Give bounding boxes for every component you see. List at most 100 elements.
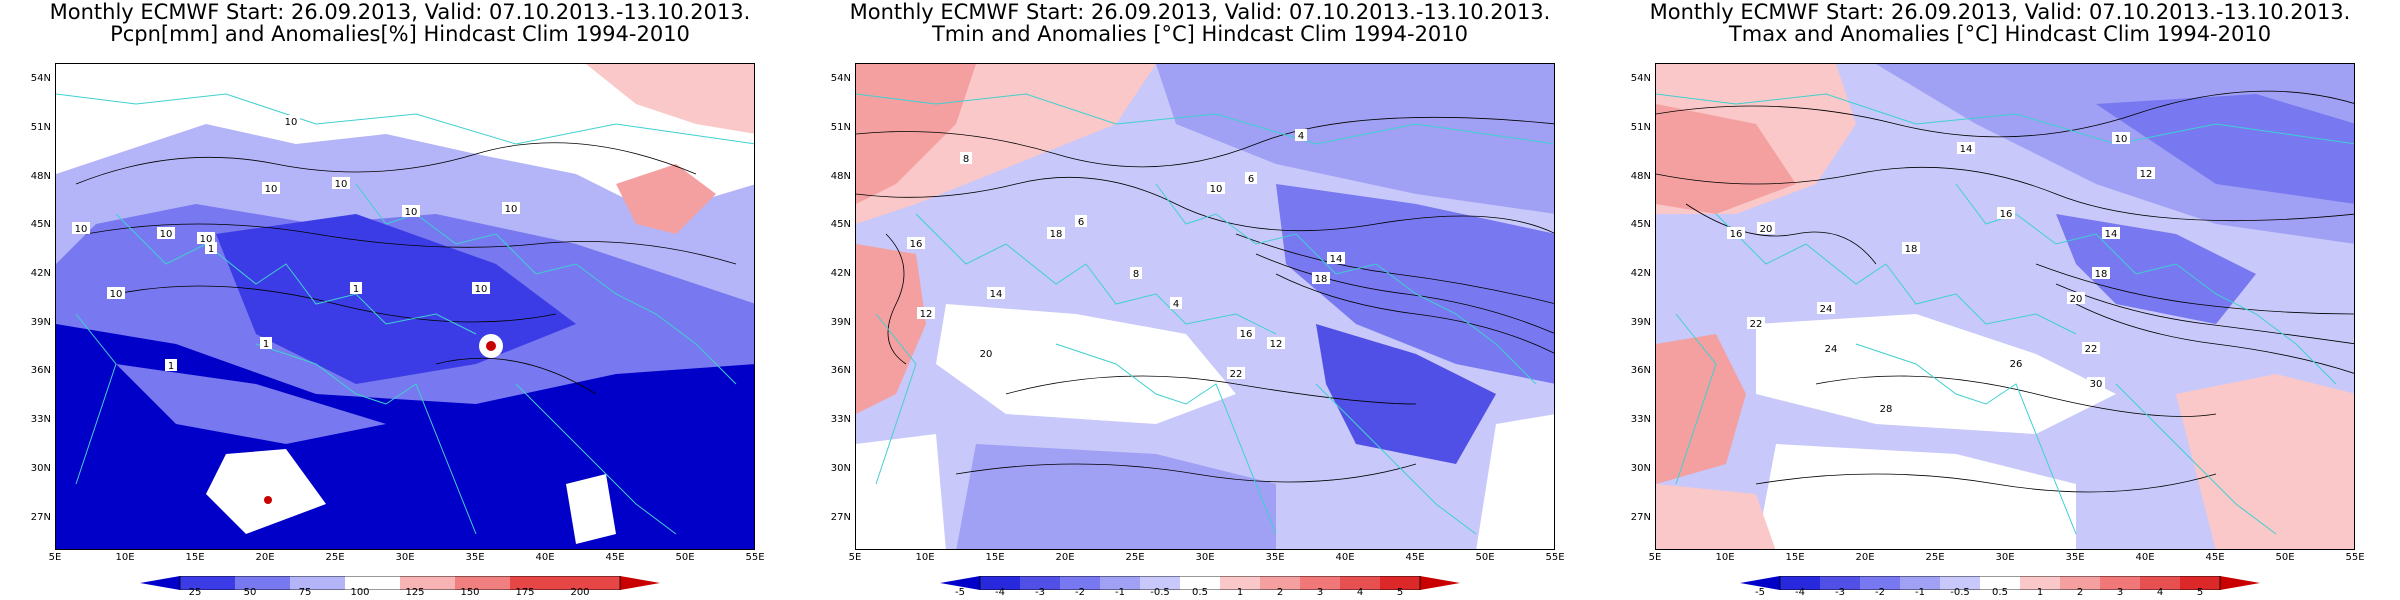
panel-title-line2: Pcpn[mm] and Anomalies[%] Hindcast Clim … (110, 22, 690, 46)
lon-label: 45E (605, 552, 625, 563)
contour-label: 30 (2087, 377, 2105, 390)
svg-text:16: 16 (910, 239, 923, 250)
svg-text:10: 10 (285, 117, 298, 128)
lat-label: 42N (830, 268, 851, 280)
lon-label: 50E (1475, 552, 1495, 563)
svg-text:1: 1 (353, 284, 359, 295)
panel-title-line2: Tmin and Anomalies [°C] Hindcast Clim 19… (931, 22, 1469, 46)
colorbar-tick: -1 (1915, 587, 1925, 598)
map-tmax: 10 12 14 16 18 20 22 24 26 28 30 14 16 18 20 22 24 (1655, 63, 2355, 550)
svg-text:10: 10 (2115, 134, 2128, 145)
svg-text:8: 8 (963, 154, 969, 165)
lon-label: 25E (1925, 552, 1945, 563)
lat-label: 39N (30, 316, 51, 328)
svg-text:16: 16 (1730, 229, 1743, 240)
lon-label: 20E (1055, 552, 1075, 563)
svg-text:10: 10 (265, 184, 278, 195)
svg-text:18: 18 (1315, 274, 1328, 285)
colorbar-tmin (940, 576, 1460, 590)
lat-label: 48N (1630, 170, 1651, 182)
colorbar-tick: -0.5 (1950, 587, 1970, 598)
contour-label: 10 (107, 287, 125, 300)
colorbar-tick: 1 (2036, 587, 2044, 598)
svg-text:18: 18 (2095, 269, 2108, 280)
lon-label: 55E (2345, 552, 2365, 563)
lat-label: 45N (830, 219, 851, 231)
lon-label: 10E (1715, 552, 1735, 563)
svg-text:4: 4 (1298, 131, 1304, 142)
contour-label: 10 (72, 222, 90, 235)
lon-label: 30E (395, 552, 415, 563)
contour-label: 24 (1817, 302, 1835, 315)
contour-label: 10 (502, 202, 520, 215)
lat-label: 54N (1630, 73, 1651, 85)
contour-label: 16 (1727, 227, 1745, 240)
contour-label: 14 (987, 287, 1005, 300)
lon-label: 35E (1265, 552, 1285, 563)
lon-label: 40E (535, 552, 555, 563)
lon-label: 15E (185, 552, 205, 563)
contour-label: 22 (1747, 317, 1765, 330)
svg-text:22: 22 (2085, 344, 2098, 355)
lon-label: 45E (1405, 552, 1425, 563)
contour-label: 20 (977, 347, 995, 360)
lat-label: 48N (830, 170, 851, 182)
svg-text:20: 20 (1760, 224, 1773, 235)
contour-label: 1 (165, 359, 177, 372)
colorbar-tick: 5 (2196, 587, 2204, 598)
lon-label: 25E (325, 552, 345, 563)
lon-label: 10E (115, 552, 135, 563)
panel-precipitation: Monthly ECMWF Start: 26.09.2013, Valid: … (0, 0, 800, 600)
colorbar-tick: -3 (1035, 587, 1045, 598)
contour-label: 28 (1877, 402, 1895, 415)
contour-label: 10 (402, 205, 420, 218)
colorbar-tick: 4 (1356, 587, 1364, 598)
svg-text:26: 26 (2010, 359, 2023, 370)
colorbar-tick: 200 (570, 587, 590, 598)
contour-label: 14 (2102, 227, 2120, 240)
lon-label: 15E (985, 552, 1005, 563)
colorbar-tick: 125 (405, 587, 425, 598)
svg-text:28: 28 (1880, 404, 1893, 415)
lon-label: 30E (1195, 552, 1215, 563)
lat-label: 27N (1630, 511, 1651, 523)
svg-text:14: 14 (2105, 229, 2118, 240)
panel-title-line2: Tmax and Anomalies [°C] Hindcast Clim 19… (1728, 22, 2272, 46)
svg-text:10: 10 (335, 179, 348, 190)
lon-label: 55E (745, 552, 765, 563)
contour-label: 4 (1295, 129, 1307, 142)
contour-label: 10 (157, 227, 175, 240)
contour-label: 10 (262, 182, 280, 195)
svg-text:16: 16 (2000, 209, 2013, 220)
panel-tmax: Monthly ECMWF Start: 26.09.2013, Valid: … (1600, 0, 2400, 600)
svg-text:6: 6 (1078, 217, 1084, 228)
contour-label: 10 (2112, 132, 2130, 145)
lat-label: 51N (1630, 121, 1651, 133)
svg-text:14: 14 (990, 289, 1003, 300)
lon-label: 10E (915, 552, 935, 563)
lat-label: 33N (1630, 414, 1651, 426)
contour-label: 18 (1902, 242, 1920, 255)
svg-text:18: 18 (1905, 244, 1918, 255)
lat-label: 45N (30, 219, 51, 231)
svg-text:20: 20 (2070, 294, 2083, 305)
lat-label: 42N (30, 268, 51, 280)
lon-label: 35E (465, 552, 485, 563)
lon-label: 45E (2205, 552, 2225, 563)
contour-label: 22 (1227, 367, 1245, 380)
svg-text:10: 10 (1210, 184, 1223, 195)
contour-label: 22 (2082, 342, 2100, 355)
contour-label: 16 (907, 237, 925, 250)
svg-text:22: 22 (1750, 319, 1763, 330)
contour-label: 26 (2007, 357, 2025, 370)
lat-label: 27N (830, 511, 851, 523)
colorbar-tick: -4 (995, 587, 1005, 598)
svg-text:10: 10 (75, 224, 88, 235)
lat-label: 45N (1630, 219, 1651, 231)
lat-label: 33N (830, 414, 851, 426)
contour-label: 12 (917, 307, 935, 320)
contour-label: 16 (1997, 207, 2015, 220)
colorbar-tick: -2 (1875, 587, 1885, 598)
contour-label: 20 (2067, 292, 2085, 305)
lon-label: 30E (1995, 552, 2015, 563)
